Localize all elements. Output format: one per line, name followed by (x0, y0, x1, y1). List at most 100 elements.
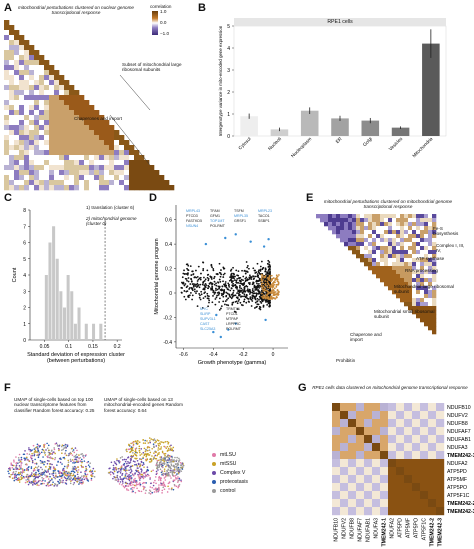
heatmap-cell (340, 499, 349, 508)
scatter-point (241, 289, 244, 291)
heatmap-cell (169, 185, 175, 191)
scatter-point (258, 290, 260, 292)
heatmap-cell (380, 262, 385, 267)
scatter-point (202, 269, 205, 272)
scatter-point (189, 283, 192, 285)
scatter-point (255, 271, 258, 274)
panel-c-y-tick-label: 3 (23, 289, 26, 295)
scatter-point (260, 260, 263, 263)
heatmap-cell (432, 330, 437, 335)
heatmap-cell (372, 270, 377, 275)
heatmap-cell (79, 140, 85, 146)
panel-g-cells (332, 403, 445, 516)
umap-point (63, 444, 65, 447)
heatmap-cell (424, 238, 429, 243)
heatmap-cell (408, 282, 413, 287)
heatmap-cell (332, 214, 337, 219)
heatmap-cell (119, 145, 125, 151)
heatmap-cell (99, 135, 105, 141)
heatmap-cell (420, 491, 429, 500)
umap-point (11, 466, 14, 469)
heatmap-cell (124, 175, 130, 181)
heatmap-cell (9, 185, 15, 191)
scatter-point (222, 280, 224, 283)
scatter-point (256, 300, 259, 303)
scatter-point (246, 278, 249, 281)
heatmap-cell (59, 80, 65, 86)
heatmap-cell (396, 274, 401, 279)
scatter-point (211, 288, 214, 291)
heatmap-cell (114, 140, 120, 146)
heatmap-cell (436, 411, 445, 420)
heatmap-cell (428, 475, 437, 484)
heatmap-cell (380, 214, 385, 219)
heatmap-cell (412, 274, 417, 279)
heatmap-cell (69, 170, 75, 176)
heatmap-cell (380, 270, 385, 275)
heatmap-cell (54, 120, 60, 126)
heatmap-cell (99, 160, 105, 166)
heatmap-cell (114, 130, 120, 136)
annotation-line (109, 114, 151, 166)
umap-point (19, 459, 21, 461)
heatmap-cell (340, 222, 345, 227)
heatmap-cell (412, 459, 421, 468)
heatmap-cell (364, 483, 373, 492)
heatmap-cell (412, 294, 417, 299)
heatmap-cell (404, 451, 413, 460)
heatmap-cell (380, 451, 389, 460)
heatmap-cell (139, 185, 145, 191)
heatmap-cell (59, 95, 65, 101)
heatmap-cell (384, 222, 389, 227)
scatter-point (239, 276, 242, 279)
heatmap-cell (412, 290, 417, 295)
heatmap-cell (34, 130, 40, 136)
heatmap-cell (59, 185, 65, 191)
heatmap-cell (388, 403, 397, 412)
heatmap-cell (332, 467, 341, 476)
heatmap-cell (428, 491, 437, 500)
heatmap-cell (376, 242, 381, 247)
heatmap-cell (9, 90, 15, 96)
heatmap-cell (14, 185, 20, 191)
heatmap-cell (69, 145, 75, 151)
heatmap-cell (99, 130, 105, 136)
heatmap-cell (44, 130, 50, 136)
heatmap-cell (352, 246, 357, 251)
scatter-point (266, 286, 269, 289)
heatmap-cell (380, 467, 389, 476)
heatmap-cell (396, 278, 401, 283)
heatmap-cell (392, 282, 397, 287)
scatter-point (259, 300, 262, 303)
scatter-point (219, 275, 222, 278)
scatter-point (186, 263, 189, 266)
scatter-point (268, 289, 271, 292)
umap-point (70, 460, 72, 462)
heatmap-cell (49, 150, 55, 156)
heatmap-cell (79, 115, 85, 121)
heatmap-cell (400, 262, 405, 267)
scatter-point (206, 274, 209, 276)
scatter-point (268, 287, 271, 289)
heatmap-cell (432, 290, 437, 295)
heatmap-cell (74, 150, 80, 156)
heatmap-cell (344, 226, 349, 231)
heatmap-cell (392, 270, 397, 275)
heatmap-cell (59, 160, 65, 166)
heatmap-cell (368, 258, 373, 263)
heatmap-cell (19, 40, 25, 46)
heatmap-cell (104, 150, 110, 156)
scatter-point (208, 299, 211, 302)
heatmap-cell (432, 250, 437, 255)
scatter-point (267, 291, 270, 293)
scatter-point (208, 301, 210, 304)
scatter-point (264, 284, 267, 286)
heatmap-cell (34, 90, 40, 96)
scatter-point (197, 284, 200, 286)
panel-d-gene-label: TSFM (234, 209, 244, 213)
heatmap-cell (29, 185, 35, 191)
heatmap-cell (94, 175, 100, 181)
heatmap-cell (54, 90, 60, 96)
heatmap-cell (9, 125, 15, 131)
heatmap-cell (384, 250, 389, 255)
